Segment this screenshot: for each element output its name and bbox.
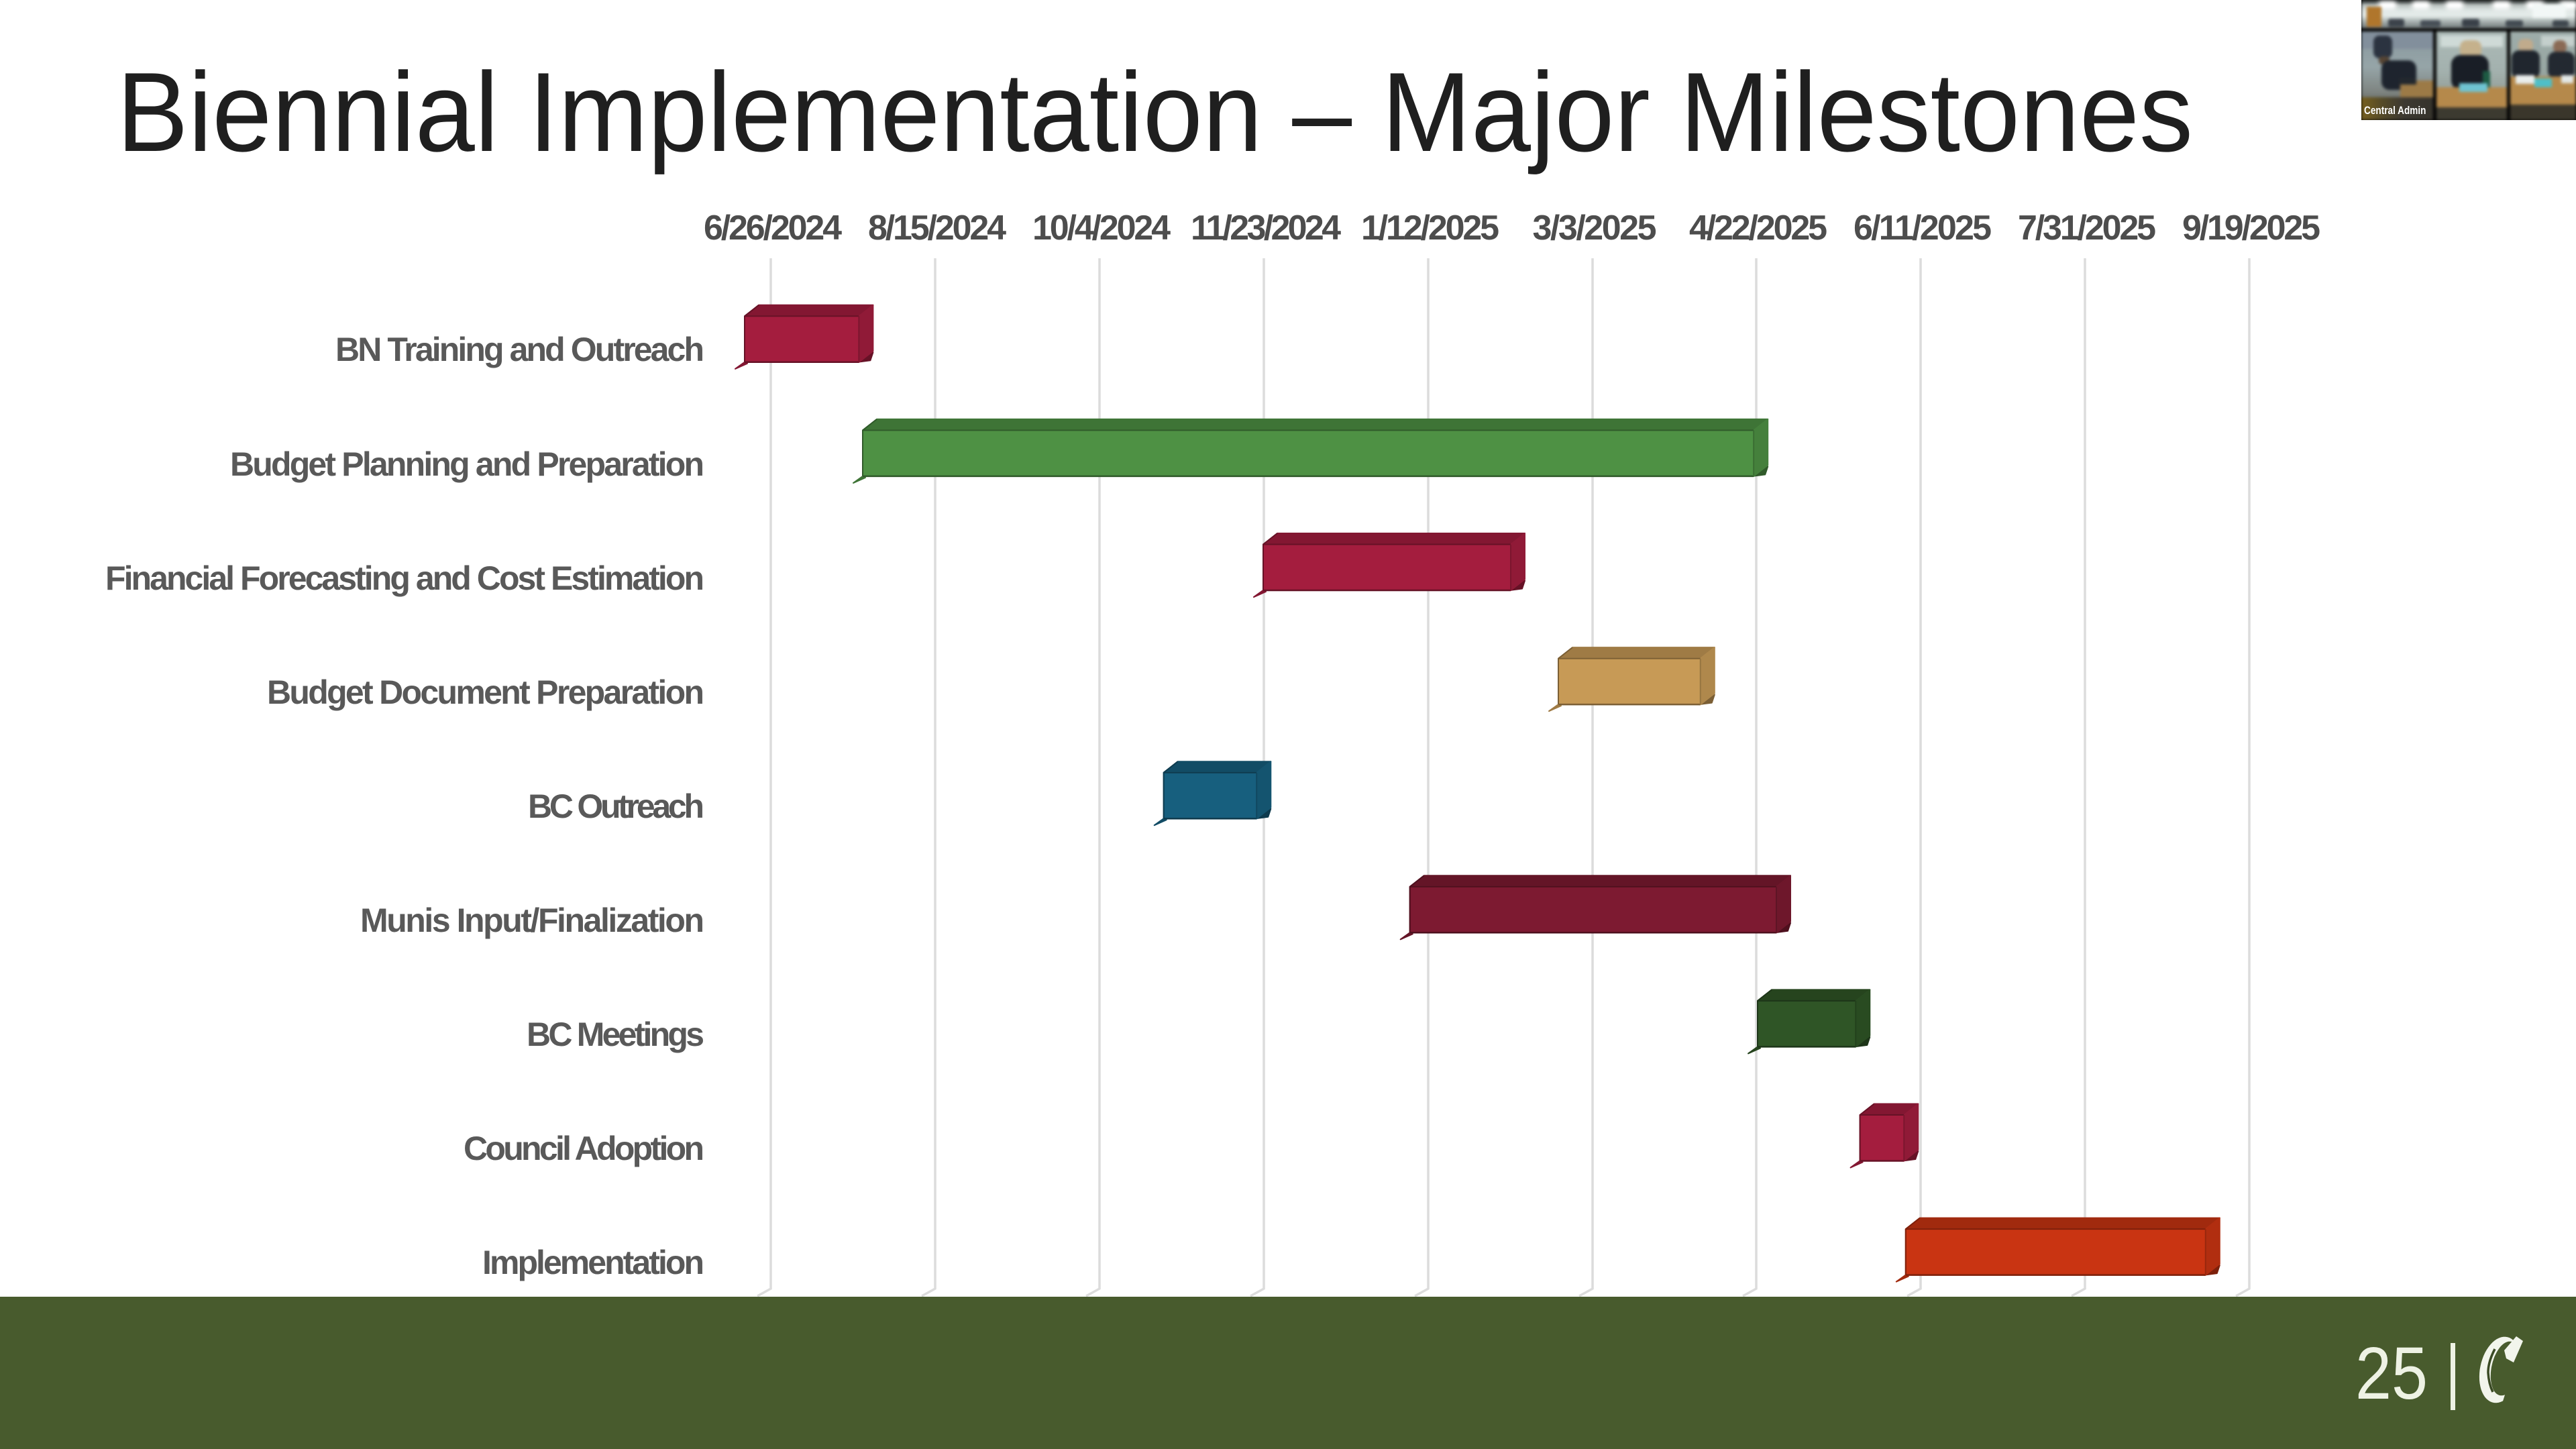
svg-text:BN Training and Outreach: BN Training and Outreach [335,331,704,368]
svg-text:Munis Input/Finalization: Munis Input/Finalization [360,902,704,939]
svg-text:9/19/2025: 9/19/2025 [2182,209,2320,248]
svg-text:8/15/2024: 8/15/2024 [868,209,1006,248]
svg-text:10/4/2024: 10/4/2024 [1032,209,1171,248]
svg-text:Council Adoption: Council Adoption [464,1130,704,1167]
svg-text:6/11/2025: 6/11/2025 [1854,209,1992,248]
svg-text:4/22/2025: 4/22/2025 [1689,209,1827,248]
svg-text:BC Outreach: BC Outreach [528,788,704,825]
svg-text:25: 25 [2355,1332,2428,1415]
svg-text:Financial Forecasting and Cost: Financial Forecasting and Cost Estimatio… [105,559,704,597]
svg-text:1/12/2025: 1/12/2025 [1361,209,1499,248]
svg-text:Budget Document Preparation: Budget Document Preparation [267,674,704,711]
svg-text:BC Meetings: BC Meetings [527,1016,704,1053]
svg-text:11/23/2024: 11/23/2024 [1191,209,1341,248]
svg-text:Implementation: Implementation [482,1244,704,1281]
svg-text:Biennial Implementation – Majo: Biennial Implementation – Major Mileston… [117,49,2193,175]
svg-text:3/3/2025: 3/3/2025 [1533,209,1657,248]
svg-text:Budget Planning and Preparatio: Budget Planning and Preparation [230,445,704,483]
svg-text:7/31/2025: 7/31/2025 [2018,209,2156,248]
svg-text:6/26/2024: 6/26/2024 [704,209,842,248]
